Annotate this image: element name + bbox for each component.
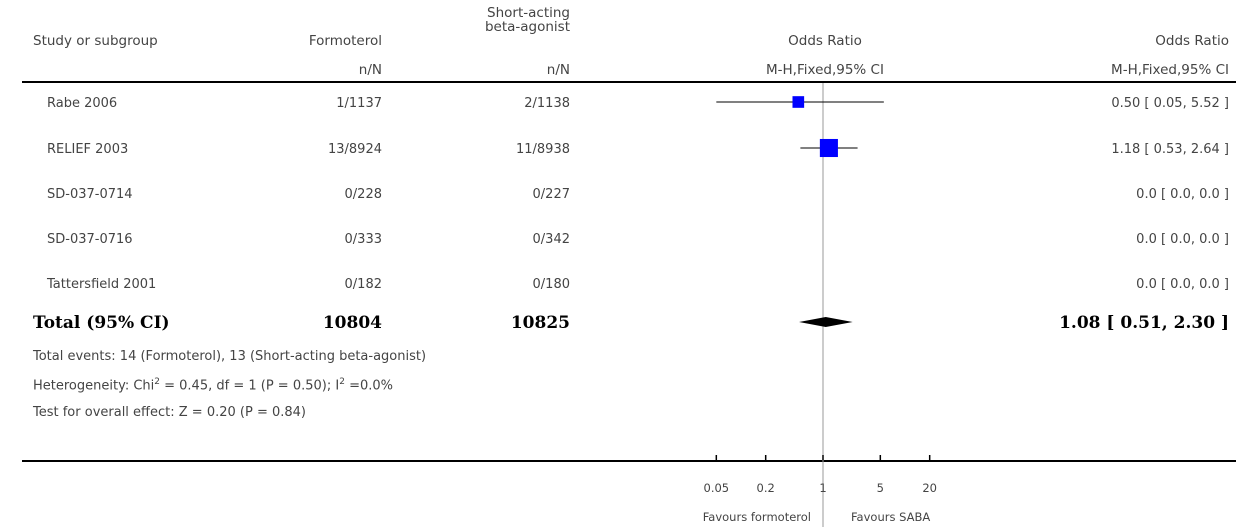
favours-right-label: Favours SABA [851, 510, 930, 524]
total-result: 1.08 [ 0.51, 2.30 ] [1059, 313, 1229, 333]
subheader-saba: n/N [546, 62, 570, 78]
study-formoterol: 0/228 [344, 187, 382, 202]
study-result: 0.50 [ 0.05, 5.52 ] [1111, 96, 1229, 111]
header-result: Odds Ratio [1155, 33, 1229, 49]
study-result: 1.18 [ 0.53, 2.64 ] [1111, 142, 1229, 157]
subheader-formoterol: n/N [358, 62, 382, 78]
header-saba: Short-acting beta-agonist [400, 6, 570, 34]
axis-tick-label: 1 [819, 481, 826, 495]
study-saba: 11/8938 [515, 142, 570, 157]
total-diamond [799, 317, 853, 327]
study-formoterol: 1/1137 [336, 96, 382, 111]
header-formoterol: Formoterol [308, 33, 382, 49]
study-formoterol: 0/333 [344, 232, 382, 247]
subheader-result: M-H,Fixed,95% CI [1111, 62, 1229, 78]
header-saba-line2: beta-agonist [484, 19, 570, 35]
header-saba-line1: Short-acting [487, 5, 570, 21]
study-result: 0.0 [ 0.0, 0.0 ] [1136, 187, 1229, 202]
footer-rule [22, 460, 1236, 462]
study-name: SD-037-0716 [47, 232, 133, 247]
het-part-c: =0.0% [344, 378, 393, 394]
footnote-overall-effect: Test for overall effect: Z = 0.20 (P = 0… [33, 405, 306, 420]
study-saba: 0/227 [532, 187, 570, 202]
het-sup-chi: 2 [154, 377, 160, 387]
axis-tick-label: 5 [877, 481, 884, 495]
study-saba: 2/1138 [524, 96, 570, 111]
het-sup-i: 2 [339, 377, 345, 387]
study-result: 0.0 [ 0.0, 0.0 ] [1136, 277, 1229, 292]
axis-tick-label: 20 [922, 481, 937, 495]
footnote-heterogeneity: Heterogeneity: Chi2 = 0.45, df = 1 (P = … [33, 377, 393, 393]
study-formoterol: 13/8924 [327, 142, 382, 157]
header-study: Study or subgroup [33, 33, 158, 49]
study-formoterol: 0/182 [344, 277, 382, 292]
study-name: RELIEF 2003 [47, 142, 129, 157]
point-estimate-marker [819, 138, 838, 158]
total-label: Total (95% CI) [33, 313, 170, 333]
total-saba: 10825 [510, 313, 570, 333]
subheader-plot: M-H,Fixed,95% CI [766, 62, 884, 78]
study-saba: 0/180 [532, 277, 570, 292]
study-name: Tattersfield 2001 [47, 277, 157, 292]
study-name: SD-037-0714 [47, 187, 133, 202]
header-plot: Odds Ratio [788, 33, 862, 49]
footnote-events: Total events: 14 (Formoterol), 13 (Short… [33, 349, 427, 364]
het-part-a: Heterogeneity: Chi [33, 378, 155, 394]
axis-tick-label: 0.2 [757, 481, 775, 495]
favours-left-label: Favours formoterol [703, 510, 811, 524]
study-saba: 0/342 [532, 232, 570, 247]
study-name: Rabe 2006 [47, 96, 118, 111]
total-formoterol: 10804 [322, 313, 382, 333]
study-result: 0.0 [ 0.0, 0.0 ] [1136, 232, 1229, 247]
point-estimate-marker [792, 96, 805, 108]
axis-tick-label: 0.05 [704, 481, 730, 495]
het-part-b: = 0.45, df = 1 (P = 0.50); I [160, 378, 340, 394]
header-rule [22, 81, 1236, 83]
